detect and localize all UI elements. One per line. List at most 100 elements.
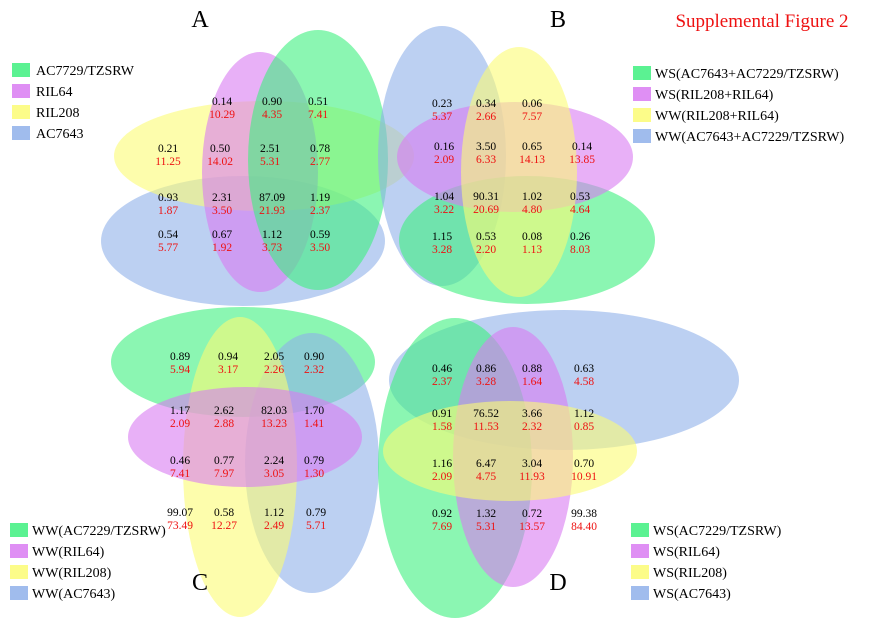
region-value-red: 13.23 (261, 418, 287, 430)
region-value: 0.63 (574, 363, 594, 375)
region-value: 0.91 (432, 408, 452, 420)
region-value: 1.70 (304, 405, 324, 417)
legend-swatch-green (633, 66, 651, 80)
region-value: 0.93 (158, 192, 178, 204)
legend-swatch-yellow (10, 565, 28, 579)
region-value-red: 5.31 (260, 156, 280, 168)
region-value: 1.12 (264, 507, 284, 519)
region-value-red: 3.22 (434, 204, 454, 216)
region-value-red: 1.92 (212, 242, 232, 254)
region-value-red: 2.09 (434, 154, 454, 166)
region-value: 0.94 (218, 351, 238, 363)
region-value-red: 2.32 (304, 364, 324, 376)
legend-swatch-green (631, 523, 649, 537)
region-value: 2.62 (214, 405, 234, 417)
region-value: 3.04 (522, 458, 542, 470)
region-value-red: 20.69 (473, 204, 499, 216)
region-value-red: 3.50 (310, 242, 330, 254)
region-value: 3.66 (522, 408, 542, 420)
legend-label: WW(AC7229/TZSRW) (32, 524, 166, 539)
venn-set-green (248, 30, 388, 290)
region-value: 0.89 (170, 351, 190, 363)
legend-swatch-magenta (10, 544, 28, 558)
region-value: 0.79 (304, 455, 324, 467)
legend-panel-a: AC7729/TZSRW RIL64 RIL208 AC7643 (12, 63, 135, 142)
venn-panel-b: B WS(AC7643+AC7229/TZSRW) WS(RIL208+RIL64)… (378, 7, 844, 304)
region-value: 0.58 (214, 507, 234, 519)
venn-set-yellow (383, 401, 637, 501)
region-value-red: 5.71 (306, 520, 326, 532)
region-value: 0.50 (210, 143, 230, 155)
legend-label: AC7643 (36, 127, 83, 142)
panel-label-a: A (191, 7, 209, 33)
region-value: 99.38 (571, 508, 597, 520)
region-value-red: 2.49 (264, 520, 284, 532)
region-value: 99.07 (167, 507, 193, 519)
region-value-red: 7.41 (170, 468, 190, 480)
legend-panel-b: WS(AC7643+AC7229/TZSRW) WS(RIL208+RIL64) W… (633, 66, 844, 145)
region-value-red: 7.97 (214, 468, 234, 480)
region-value-red: 10.29 (209, 109, 235, 121)
region-value-red: 21.93 (259, 205, 285, 217)
region-value-red: 5.37 (432, 111, 452, 123)
region-value-red: 0.85 (574, 421, 594, 433)
region-value-red: 3.17 (218, 364, 238, 376)
region-value-red: 10.91 (571, 471, 597, 483)
region-value: 0.70 (574, 458, 594, 470)
region-value: 1.12 (262, 229, 282, 241)
region-value: 0.90 (262, 96, 282, 108)
region-value: 0.59 (310, 229, 330, 241)
region-value-red: 2.37 (432, 376, 452, 388)
region-value: 1.32 (476, 508, 496, 520)
region-value: 76.52 (473, 408, 499, 420)
region-value: 0.16 (434, 141, 454, 153)
legend-label: AC7729/TZSRW (36, 64, 135, 79)
region-value: 1.02 (522, 191, 542, 203)
panel-label-c: C (192, 570, 208, 596)
region-value-red: 4.58 (574, 376, 594, 388)
legend-label: WS(AC7643) (653, 587, 731, 602)
region-value-red: 2.09 (170, 418, 190, 430)
region-value: 1.17 (170, 405, 190, 417)
region-value-red: 2.88 (214, 418, 234, 430)
region-value-red: 14.02 (207, 156, 233, 168)
venn-set-magenta (128, 387, 362, 487)
legend-label: WW(AC7643+AC7229/TZSRW) (655, 130, 844, 145)
region-value: 1.16 (432, 458, 452, 470)
region-value-red: 11.53 (473, 421, 499, 433)
legend-swatch-green (12, 63, 30, 77)
region-value: 1.19 (310, 192, 330, 204)
region-value-red: 7.69 (432, 521, 452, 533)
region-value-red: 1.13 (522, 244, 542, 256)
region-value-red: 5.77 (158, 242, 178, 254)
region-value-red: 2.20 (476, 244, 496, 256)
region-value: 0.53 (476, 231, 496, 243)
region-value-red: 7.57 (522, 111, 542, 123)
region-value-red: 7.41 (308, 109, 328, 121)
region-value: 0.88 (522, 363, 542, 375)
region-value: 0.77 (214, 455, 234, 467)
legend-swatch-magenta (633, 87, 651, 101)
region-value-red: 5.94 (170, 364, 190, 376)
legend-swatch-magenta (12, 84, 30, 98)
region-value: 0.79 (306, 507, 326, 519)
legend-swatch-blue (12, 126, 30, 140)
region-value-red: 1.30 (304, 468, 324, 480)
legend-swatch-yellow (12, 105, 30, 119)
region-value: 0.72 (522, 508, 542, 520)
region-value: 1.04 (434, 191, 454, 203)
region-value: 82.03 (261, 405, 287, 417)
region-value-red: 3.05 (264, 468, 284, 480)
region-value-red: 4.35 (262, 109, 282, 121)
region-value-red: 4.75 (476, 471, 496, 483)
legend-label: WS(RIL208+RIL64) (655, 88, 774, 103)
region-value-red: 11.93 (519, 471, 545, 483)
region-value: 0.46 (170, 455, 190, 467)
region-value-red: 12.27 (211, 520, 237, 532)
region-value: 2.24 (264, 455, 284, 467)
region-value: 2.31 (212, 192, 232, 204)
region-value-red: 3.50 (212, 205, 232, 217)
region-value-red: 11.25 (155, 156, 181, 168)
legend-label: RIL64 (36, 85, 73, 100)
region-value: 0.54 (158, 229, 178, 241)
